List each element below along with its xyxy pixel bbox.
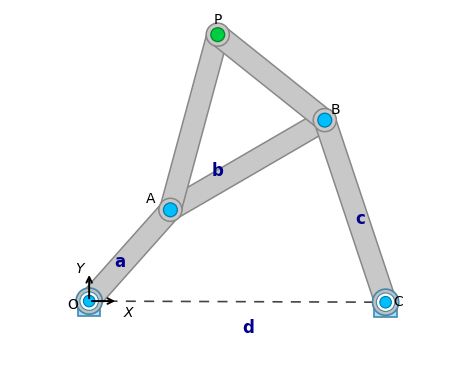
Text: C: C — [393, 295, 403, 309]
FancyBboxPatch shape — [374, 302, 397, 317]
Polygon shape — [211, 26, 331, 129]
Circle shape — [375, 291, 396, 313]
Circle shape — [373, 289, 399, 315]
Circle shape — [314, 109, 336, 131]
Polygon shape — [160, 32, 228, 213]
Circle shape — [78, 290, 100, 312]
Circle shape — [76, 288, 102, 314]
Polygon shape — [315, 117, 396, 306]
Text: P: P — [214, 13, 222, 27]
Text: B: B — [331, 103, 340, 117]
Circle shape — [211, 28, 225, 42]
Circle shape — [160, 199, 181, 221]
Circle shape — [80, 292, 99, 310]
Circle shape — [206, 23, 229, 46]
Circle shape — [376, 293, 395, 311]
Text: $Y$: $Y$ — [74, 262, 86, 276]
Text: $\mathbf{b}$: $\mathbf{b}$ — [211, 162, 224, 180]
Circle shape — [164, 203, 177, 217]
Circle shape — [207, 24, 228, 45]
Text: O: O — [68, 298, 78, 312]
Text: $X$: $X$ — [123, 306, 136, 320]
Circle shape — [314, 109, 336, 131]
Circle shape — [160, 199, 181, 221]
FancyBboxPatch shape — [78, 301, 100, 316]
Text: A: A — [146, 192, 155, 206]
Circle shape — [207, 24, 228, 45]
Circle shape — [159, 198, 182, 221]
Circle shape — [313, 109, 337, 132]
Text: $\mathbf{c}$: $\mathbf{c}$ — [355, 211, 365, 228]
Text: $\mathbf{d}$: $\mathbf{d}$ — [242, 319, 255, 337]
Polygon shape — [165, 111, 330, 219]
Circle shape — [318, 113, 332, 127]
Circle shape — [380, 296, 392, 308]
Text: $\mathbf{a}$: $\mathbf{a}$ — [114, 253, 126, 271]
Circle shape — [314, 109, 336, 131]
Circle shape — [160, 199, 181, 221]
Circle shape — [83, 295, 95, 307]
Polygon shape — [81, 203, 178, 308]
